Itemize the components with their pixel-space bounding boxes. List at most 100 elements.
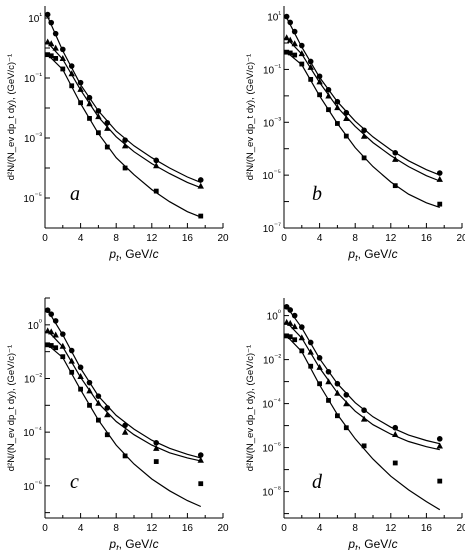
- data-point-circle: [361, 407, 367, 414]
- data-point-circle: [392, 424, 399, 431]
- y-tick-label: 10⁻²: [263, 353, 281, 367]
- data-point-square: [326, 107, 331, 113]
- data-point-square: [53, 345, 59, 351]
- data-point-square: [287, 334, 293, 340]
- data-point-triangle: [325, 92, 332, 99]
- x-tick-label: 4: [78, 233, 84, 244]
- data-point-square: [69, 83, 75, 89]
- data-point-triangle: [360, 415, 368, 422]
- data-point-circle: [153, 157, 160, 164]
- data-point-triangle: [298, 50, 305, 57]
- x-tick-label: 16: [182, 233, 194, 244]
- x-axis-label: pt, GeV/c: [108, 247, 158, 263]
- x-tick-label: 20: [217, 523, 229, 534]
- data-point-square: [284, 49, 290, 55]
- data-point-triangle: [95, 399, 102, 406]
- data-point-square: [78, 100, 83, 106]
- data-point-square: [104, 144, 110, 150]
- fit-curve-series-1: [286, 306, 440, 445]
- data-point-square: [198, 481, 204, 487]
- data-point-triangle: [59, 342, 66, 349]
- x-tick-label: 4: [78, 523, 84, 534]
- data-point-circle: [299, 42, 305, 49]
- data-point-triangle: [334, 104, 341, 111]
- data-point-circle: [86, 94, 93, 101]
- data-point-square: [284, 333, 290, 339]
- data-point-circle: [122, 137, 128, 143]
- data-point-triangle: [68, 357, 75, 364]
- data-point-circle: [60, 331, 66, 337]
- y-tick-label: 10⁰: [28, 318, 42, 332]
- data-point-circle: [60, 46, 66, 53]
- data-point-square: [87, 402, 92, 408]
- data-point-square: [45, 52, 51, 58]
- data-point-triangle: [343, 400, 350, 407]
- data-point-circle: [48, 19, 55, 26]
- y-axis-label: d²N/(N_ev dp_t dy), (GeV/c)⁻¹: [6, 345, 17, 471]
- data-point-triangle: [283, 34, 290, 41]
- fit-curve-series-3: [286, 335, 441, 511]
- data-point-circle: [77, 364, 84, 371]
- data-point-circle: [291, 312, 298, 319]
- x-axis-label: pt, GeV/c: [347, 247, 397, 263]
- data-point-circle: [287, 307, 294, 313]
- panel-letter: a: [70, 183, 80, 205]
- data-point-triangle: [334, 389, 341, 396]
- y-tick-label: 10⁻⁴: [23, 425, 42, 439]
- fit-curve-series-1: [286, 17, 441, 176]
- data-point-triangle: [153, 444, 160, 451]
- data-point-square: [343, 133, 349, 139]
- data-point-square: [343, 425, 349, 431]
- x-tick-label: 4: [317, 523, 323, 534]
- data-point-triangle: [95, 113, 102, 120]
- x-tick-label: 20: [456, 233, 465, 244]
- y-tick-label: 10⁻²: [24, 371, 42, 385]
- y-axis-label: d²N/(N_ev dp_t dy), (GeV/c)⁻¹: [245, 345, 256, 471]
- data-point-square: [198, 213, 204, 219]
- data-point-triangle: [52, 331, 59, 338]
- data-point-square: [361, 443, 367, 449]
- data-point-square: [87, 116, 92, 121]
- x-axis-label: pt, GeV/c: [347, 537, 397, 550]
- data-point-triangle: [316, 78, 323, 85]
- data-point-triangle: [316, 363, 323, 370]
- x-tick-label: 8: [352, 523, 358, 534]
- x-tick-label: 0: [42, 233, 48, 244]
- data-point-circle: [307, 58, 314, 65]
- panel-letter: d: [312, 471, 323, 493]
- y-tick-label: 10⁻⁸: [262, 485, 281, 499]
- data-point-square: [335, 121, 340, 126]
- data-point-circle: [68, 63, 75, 69]
- panel-letter: b: [312, 183, 322, 205]
- x-tick-label: 8: [113, 233, 119, 244]
- y-axis-label: d²N/(N_ev dp_t dy), (GeV/c)⁻¹: [245, 54, 256, 180]
- data-point-square: [437, 478, 443, 484]
- x-tick-label: 0: [281, 233, 287, 244]
- data-point-triangle: [104, 411, 111, 418]
- data-point-square: [104, 432, 110, 438]
- data-point-square: [292, 52, 298, 58]
- data-point-circle: [334, 380, 341, 387]
- data-point-triangle: [360, 132, 368, 139]
- data-point-circle: [291, 28, 298, 35]
- data-point-square: [122, 453, 128, 459]
- x-tick-label: 4: [317, 233, 323, 244]
- data-point-circle: [334, 98, 341, 105]
- x-tick-label: 16: [421, 523, 433, 534]
- y-tick-label: 10⁻⁶: [262, 441, 281, 455]
- data-point-circle: [436, 436, 443, 442]
- data-point-circle: [86, 379, 93, 386]
- data-point-triangle: [77, 372, 84, 379]
- panel-c: 0 4 8 12 16 20 10⁰ 10⁻² 10⁻⁴ 10⁻⁶ pt, GeV/c d²N/(N_…: [6, 297, 229, 550]
- x-tick-label: 12: [146, 523, 158, 534]
- x-tick-label: 12: [146, 233, 158, 244]
- data-point-circle: [104, 120, 111, 126]
- y-tick-label: 10⁻⁵: [23, 191, 42, 205]
- y-tick-label: 10⁻¹: [24, 71, 42, 85]
- data-point-triangle: [283, 318, 290, 325]
- data-point-circle: [343, 109, 350, 116]
- data-point-triangle: [197, 182, 204, 189]
- data-point-circle: [44, 11, 51, 18]
- data-point-triangle: [343, 115, 350, 122]
- data-point-circle: [283, 13, 290, 20]
